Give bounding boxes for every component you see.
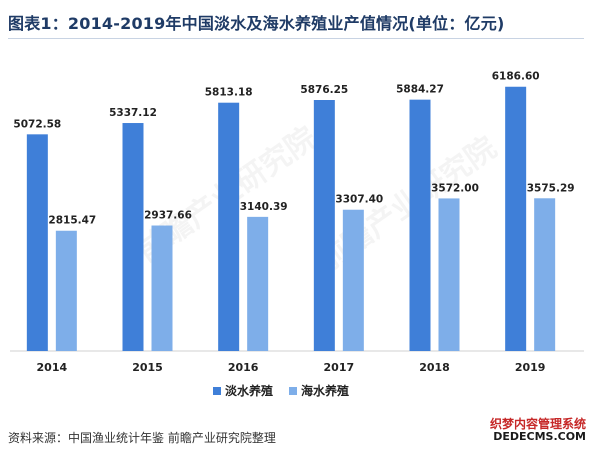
bar-seawater-2014: [55, 230, 77, 351]
data-label-seawater-2017: 3307.40: [335, 194, 383, 206]
bar-seawater-2017: [342, 209, 364, 351]
x-tick-label-2014: 2014: [37, 361, 68, 374]
bar-seawater-2015: [151, 225, 173, 351]
chart-title: 图表1：2014-2019年中国淡水及海水养殖业产值情况(单位：亿元): [8, 14, 505, 33]
bar-freshwater-2016: [218, 102, 240, 351]
corner-watermark-line1: 织梦内容管理系统: [489, 417, 586, 431]
corner-watermark-line2: DEDECMS.COM: [493, 430, 586, 444]
bar-seawater-2018: [438, 198, 460, 351]
bar-freshwater-2014: [26, 134, 48, 351]
data-label-freshwater-2015: 5337.12: [109, 107, 157, 119]
data-label-freshwater-2018: 5884.27: [396, 84, 444, 96]
title-divider: [8, 38, 584, 39]
source-note: 资料来源：中国渔业统计年鉴 前瞻产业研究院整理: [8, 431, 276, 445]
bar-seawater-2016: [247, 216, 269, 351]
data-label-freshwater-2019: 6186.60: [492, 71, 540, 83]
data-label-freshwater-2014: 5072.58: [13, 118, 61, 130]
bar-seawater-2019: [534, 198, 556, 351]
x-tick-label-2019: 2019: [515, 361, 546, 374]
data-label-freshwater-2017: 5876.25: [300, 84, 348, 96]
bar-freshwater-2015: [122, 123, 144, 351]
x-tick-label-2015: 2015: [132, 361, 163, 374]
x-tick-label-2018: 2018: [419, 361, 450, 374]
legend-swatch-seawater: [289, 387, 297, 395]
legend-swatch-freshwater: [213, 387, 221, 395]
corner-watermark: 织梦内容管理系统 DEDECMS.COM: [489, 417, 586, 444]
data-label-seawater-2015: 2937.66: [144, 210, 192, 222]
x-tick-label-2017: 2017: [324, 361, 355, 374]
legend-label-freshwater: 淡水养殖: [225, 383, 273, 398]
data-label-freshwater-2016: 5813.18: [205, 87, 253, 99]
bar-freshwater-2017: [313, 100, 335, 351]
x-tick-label-2016: 2016: [228, 361, 259, 374]
legend-label-seawater: 海水养殖: [301, 383, 349, 398]
data-label-seawater-2016: 3140.39: [240, 201, 288, 213]
bar-freshwater-2019: [505, 86, 527, 351]
data-label-seawater-2014: 2815.47: [48, 215, 96, 227]
bar-freshwater-2018: [409, 99, 431, 351]
data-label-seawater-2018: 3572.00: [431, 182, 479, 194]
data-label-seawater-2019: 3575.29: [527, 182, 575, 194]
